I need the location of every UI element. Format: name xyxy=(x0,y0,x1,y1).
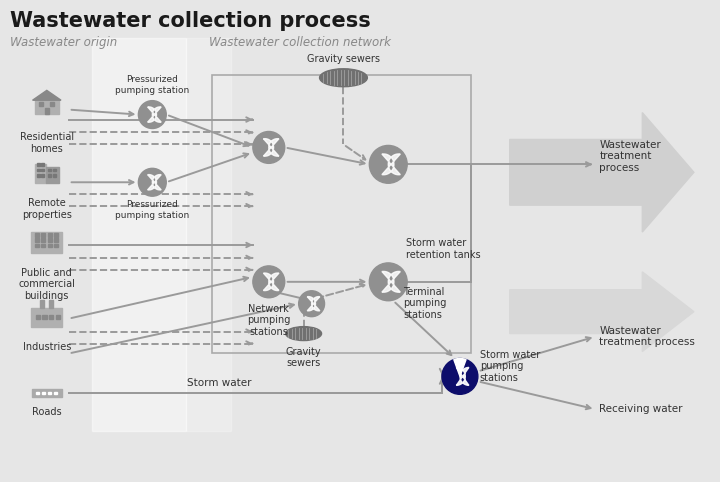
Circle shape xyxy=(138,101,166,129)
Polygon shape xyxy=(510,113,694,232)
Bar xyxy=(48,238,52,242)
Bar xyxy=(37,169,40,171)
Bar xyxy=(32,232,62,253)
Bar xyxy=(42,392,45,394)
Bar xyxy=(39,102,43,106)
Bar xyxy=(186,38,231,431)
Polygon shape xyxy=(307,296,320,311)
Text: Pressurized
pumping station: Pressurized pumping station xyxy=(115,200,189,220)
Text: Roads: Roads xyxy=(32,407,62,417)
Circle shape xyxy=(442,359,478,394)
Bar xyxy=(55,243,58,247)
Bar xyxy=(35,163,45,183)
Polygon shape xyxy=(264,139,279,156)
Bar xyxy=(50,102,54,106)
Circle shape xyxy=(138,168,166,196)
Bar xyxy=(55,315,60,319)
Bar xyxy=(53,174,56,177)
Bar xyxy=(45,108,49,114)
Bar xyxy=(212,75,471,353)
Text: Wastewater
treatment process: Wastewater treatment process xyxy=(599,326,696,348)
Bar xyxy=(53,169,56,171)
Bar xyxy=(37,174,40,177)
Wedge shape xyxy=(454,359,466,376)
Bar xyxy=(54,392,58,394)
Polygon shape xyxy=(148,107,161,122)
Bar xyxy=(36,315,40,319)
Text: Network
pumping
stations: Network pumping stations xyxy=(247,304,290,337)
Bar xyxy=(41,169,45,171)
Bar xyxy=(55,233,58,237)
Bar xyxy=(41,163,45,166)
Text: Remote
properties: Remote properties xyxy=(22,198,72,220)
Bar xyxy=(37,163,40,166)
Polygon shape xyxy=(382,271,400,292)
Text: Wastewater collection process: Wastewater collection process xyxy=(10,11,371,31)
Polygon shape xyxy=(510,272,694,351)
Bar xyxy=(48,392,51,394)
Bar xyxy=(41,233,45,237)
Polygon shape xyxy=(32,91,61,100)
Circle shape xyxy=(253,266,284,298)
Text: Public and
commercial
buildings: Public and commercial buildings xyxy=(18,268,75,301)
Circle shape xyxy=(253,132,284,163)
Text: Gravity sewers: Gravity sewers xyxy=(307,54,380,64)
Bar xyxy=(41,243,45,247)
Ellipse shape xyxy=(286,327,322,341)
Bar xyxy=(48,174,51,177)
Text: Receiving water: Receiving water xyxy=(599,404,683,414)
Bar xyxy=(49,300,53,308)
Circle shape xyxy=(369,146,408,183)
Circle shape xyxy=(299,291,325,317)
Bar xyxy=(35,243,39,247)
Text: Gravity
sewers: Gravity sewers xyxy=(286,347,321,368)
Bar xyxy=(41,174,45,177)
Text: Wastewater
treatment
process: Wastewater treatment process xyxy=(599,140,661,173)
Bar xyxy=(35,233,39,237)
Text: Wastewater origin: Wastewater origin xyxy=(10,36,117,49)
Bar xyxy=(48,243,52,247)
Text: Storm water: Storm water xyxy=(186,378,251,388)
Bar xyxy=(49,315,53,319)
Bar xyxy=(35,100,59,114)
Bar xyxy=(32,389,62,397)
Text: Pressurized
pumping station: Pressurized pumping station xyxy=(115,75,189,94)
Bar xyxy=(48,169,51,171)
Polygon shape xyxy=(148,174,161,190)
Bar xyxy=(45,167,59,183)
Bar xyxy=(41,238,45,242)
Text: Storm water
pumping
stations: Storm water pumping stations xyxy=(480,350,540,383)
Bar xyxy=(40,300,45,308)
Polygon shape xyxy=(456,367,469,385)
Circle shape xyxy=(369,263,408,301)
Ellipse shape xyxy=(320,69,367,87)
Text: Industries: Industries xyxy=(22,342,71,351)
Bar xyxy=(35,238,39,242)
Text: Storm water
retention tanks: Storm water retention tanks xyxy=(406,238,481,260)
Polygon shape xyxy=(382,154,400,175)
Text: Wastewater collection network: Wastewater collection network xyxy=(209,36,391,49)
Text: Terminal
pumping
stations: Terminal pumping stations xyxy=(403,287,446,320)
Bar xyxy=(48,233,52,237)
Bar xyxy=(32,308,62,327)
Bar xyxy=(42,315,47,319)
Bar xyxy=(36,392,40,394)
Bar xyxy=(55,238,58,242)
Text: Residential
homes: Residential homes xyxy=(19,133,74,154)
Polygon shape xyxy=(264,273,279,291)
Bar xyxy=(91,38,186,431)
